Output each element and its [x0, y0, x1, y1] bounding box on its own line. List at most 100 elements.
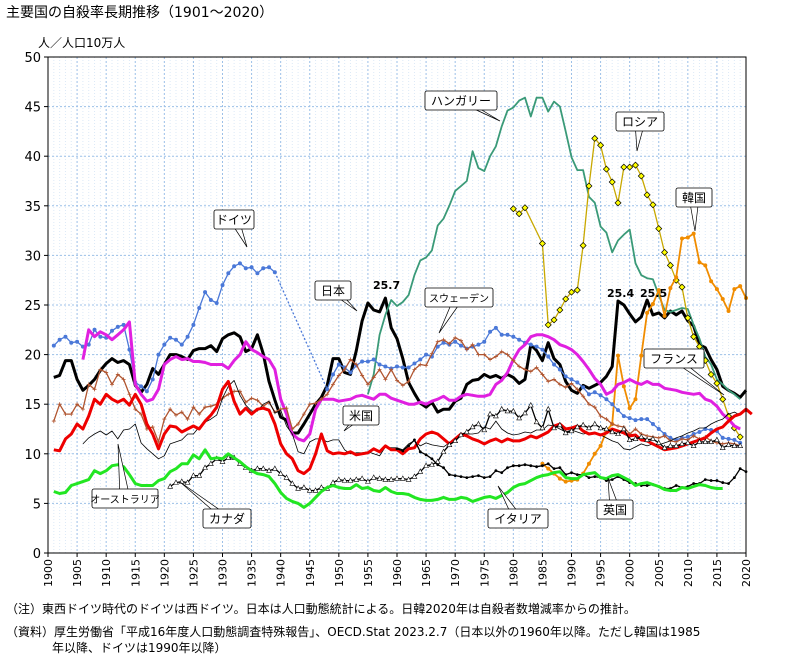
- data-point: [470, 342, 475, 347]
- data-point: [597, 141, 605, 149]
- data-point: [581, 385, 586, 390]
- data-point: [348, 357, 353, 362]
- data-point: [413, 438, 416, 442]
- series-line: [81, 320, 741, 443]
- data-point: [627, 406, 632, 411]
- data-point: [482, 352, 487, 357]
- source-note-continued: 年以降、ドイツは1990年以降）: [52, 641, 227, 655]
- value-annotation: 25.4: [607, 287, 634, 300]
- callout-カナダ: カナダ: [179, 481, 252, 529]
- data-point: [249, 265, 254, 270]
- callout-text: 日本: [321, 284, 345, 298]
- data-point: [441, 337, 446, 342]
- data-point: [127, 392, 132, 397]
- value-annotation: 25.5: [640, 287, 667, 300]
- data-point: [139, 384, 144, 389]
- data-point: [376, 475, 383, 481]
- data-point: [499, 349, 504, 354]
- data-point: [680, 436, 685, 441]
- data-point: [295, 485, 302, 491]
- x-tick-label: 2005: [653, 559, 666, 587]
- data-point: [546, 462, 550, 466]
- data-point: [574, 423, 581, 430]
- data-point: [80, 407, 85, 412]
- data-point: [406, 365, 411, 370]
- data-point: [255, 271, 260, 276]
- data-point: [325, 392, 330, 397]
- data-point: [395, 378, 399, 383]
- data-point: [371, 375, 376, 380]
- data-point: [633, 418, 638, 423]
- data-point: [685, 235, 690, 240]
- data-point: [645, 417, 650, 422]
- value-annotation: 25.7: [373, 279, 400, 292]
- callout-ハンガリー: ハンガリー: [424, 90, 501, 122]
- data-point: [424, 363, 429, 368]
- x-tick-label: 1995: [595, 559, 608, 587]
- callout-box: [487, 508, 549, 529]
- series-カナダ: [167, 401, 744, 493]
- data-point: [458, 338, 463, 343]
- data-point: [243, 266, 248, 271]
- data-point: [517, 364, 522, 369]
- data-point: [458, 431, 464, 438]
- x-tick-label: 1930: [217, 559, 230, 587]
- data-point: [185, 334, 190, 339]
- data-point: [515, 210, 523, 218]
- data-point: [318, 484, 325, 490]
- data-point: [552, 362, 557, 367]
- data-point: [668, 435, 673, 440]
- grid-lines: [48, 57, 746, 553]
- data-point: [668, 286, 673, 291]
- data-point: [707, 370, 715, 378]
- data-point: [191, 322, 196, 327]
- data-point: [709, 279, 714, 284]
- x-tick-label: 1905: [71, 559, 84, 587]
- data-point: [620, 163, 628, 171]
- series-line: [274, 272, 328, 390]
- data-point: [656, 288, 661, 293]
- data-point: [481, 426, 488, 433]
- data-point: [509, 205, 517, 213]
- data-point: [546, 354, 551, 359]
- data-point: [556, 306, 564, 314]
- data-point: [511, 358, 516, 363]
- data-point: [702, 438, 709, 444]
- data-point: [714, 436, 720, 443]
- data-point: [388, 476, 395, 482]
- callout-text: フランス: [650, 352, 698, 366]
- data-point: [674, 275, 679, 280]
- data-point: [568, 288, 575, 296]
- x-tick-label: 1950: [333, 559, 346, 587]
- y-tick-label: 45: [24, 101, 41, 116]
- data-point: [453, 339, 458, 344]
- callout-スウェーデン: スウェーデン: [424, 287, 494, 334]
- data-point: [562, 429, 569, 436]
- suicide-rate-line-chart: 0 5 10 15 20 25 30 35 40 45 50 1900 1905 1910 1915 1920…: [24, 51, 753, 587]
- data-point: [424, 352, 429, 357]
- y-tick-label: 50: [24, 51, 41, 66]
- data-point: [562, 295, 570, 303]
- data-point: [277, 470, 284, 476]
- data-point: [736, 433, 744, 441]
- data-point: [482, 476, 486, 480]
- data-point: [492, 412, 499, 419]
- data-point: [597, 424, 604, 431]
- data-point: [674, 484, 678, 487]
- data-point: [516, 414, 523, 421]
- data-point: [453, 474, 457, 478]
- data-point: [477, 474, 480, 478]
- data-point: [621, 414, 626, 419]
- data-point: [442, 466, 445, 470]
- x-tick-label: 2000: [624, 559, 637, 587]
- data-point: [395, 364, 399, 369]
- data-point: [738, 467, 742, 471]
- data-point: [365, 382, 370, 387]
- data-point: [371, 357, 376, 362]
- data-point: [645, 310, 650, 315]
- data-point: [115, 324, 120, 329]
- callout-box: [202, 508, 252, 529]
- data-point: [592, 405, 597, 410]
- data-point: [505, 332, 510, 337]
- data-point: [720, 297, 725, 302]
